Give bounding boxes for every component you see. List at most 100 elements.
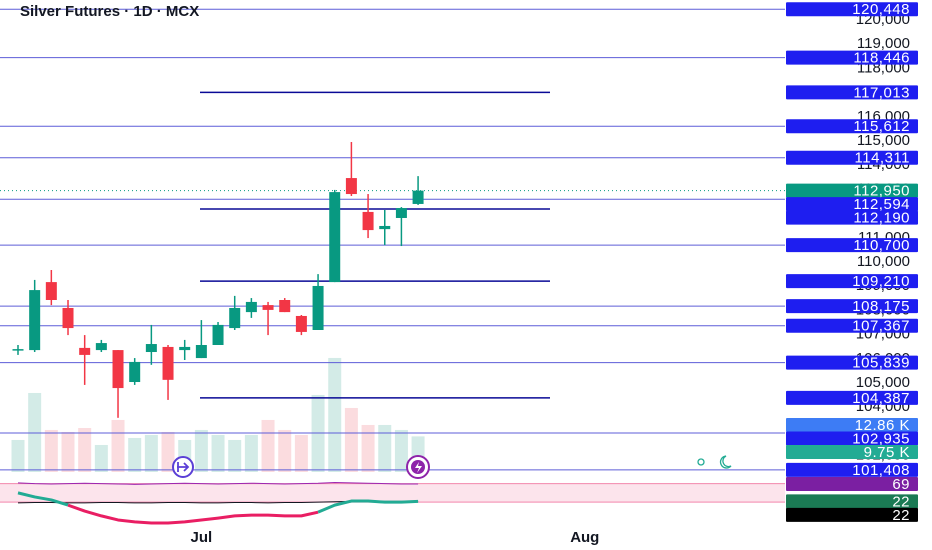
candle-body bbox=[395, 208, 407, 218]
price-tag bbox=[786, 238, 918, 253]
price-tag-label: 107,367 bbox=[852, 318, 910, 335]
candle-body bbox=[145, 344, 157, 353]
price-tag bbox=[786, 318, 918, 333]
volume-bar bbox=[161, 431, 175, 472]
volume-bar bbox=[328, 357, 342, 472]
y-tick-label: 119,000 bbox=[857, 35, 910, 52]
price-tag-label: 117,013 bbox=[853, 84, 910, 101]
candle-body bbox=[95, 343, 107, 351]
price-tag-label: 114,311 bbox=[855, 150, 911, 167]
candle-body bbox=[312, 285, 324, 330]
y-tick-label: 115,000 bbox=[857, 132, 910, 149]
price-tag bbox=[786, 355, 918, 370]
volume-bar bbox=[278, 429, 292, 472]
price-tag bbox=[786, 418, 918, 433]
candle-body bbox=[212, 324, 224, 345]
candle-body bbox=[245, 301, 257, 313]
replay-arrow bbox=[177, 462, 190, 472]
price-tag-label: 108,175 bbox=[852, 298, 910, 315]
price-tag bbox=[786, 150, 918, 165]
price-tag-label: 22 bbox=[892, 507, 910, 524]
price-tag-label: 101,408 bbox=[852, 462, 910, 479]
price-tag bbox=[786, 494, 918, 509]
price-tag-label: 12.86 K bbox=[855, 417, 910, 434]
candle-body bbox=[129, 361, 141, 383]
x-tick-label: Aug bbox=[570, 529, 599, 546]
candle-body bbox=[279, 300, 291, 313]
price-tag bbox=[786, 476, 918, 491]
volume-bar bbox=[294, 434, 308, 472]
candle-body bbox=[62, 307, 74, 329]
volume-bar bbox=[378, 424, 392, 472]
price-tag bbox=[786, 2, 918, 17]
indicator-main-line bbox=[17, 491, 69, 507]
x-tick-label: Jul bbox=[191, 529, 213, 546]
volume-bar bbox=[394, 429, 408, 472]
volume-bar bbox=[94, 444, 108, 472]
volume-bar bbox=[244, 434, 258, 472]
volume-bar bbox=[44, 429, 58, 472]
candle-body bbox=[79, 347, 91, 355]
candle-body bbox=[45, 282, 57, 300]
price-tag-label: 22 bbox=[892, 493, 910, 510]
indicator-line bbox=[17, 481, 419, 485]
price-tag-label: 112,950 bbox=[853, 183, 910, 200]
y-tick-label: 110,000 bbox=[857, 253, 910, 270]
volume-bar bbox=[311, 394, 325, 472]
price-tag-label: 104,387 bbox=[852, 390, 910, 407]
price-tag bbox=[786, 507, 918, 522]
volume-bar bbox=[361, 424, 375, 472]
price-tag bbox=[786, 119, 918, 134]
price-tag bbox=[786, 50, 918, 65]
price-tag-label: 115,612 bbox=[853, 118, 910, 135]
price-tag-label: 9.75 K bbox=[864, 444, 910, 461]
price-tag bbox=[786, 462, 918, 477]
price-tag bbox=[786, 431, 918, 446]
price-tag-label: 112,190 bbox=[853, 210, 910, 227]
volume-bar bbox=[111, 419, 125, 472]
candle-body bbox=[162, 346, 174, 380]
price-tag-label: 120,448 bbox=[852, 1, 910, 18]
candle-body bbox=[12, 349, 24, 351]
price-tag bbox=[786, 445, 918, 460]
volume-bar bbox=[11, 439, 25, 472]
price-tag-label: 110,700 bbox=[853, 237, 910, 254]
session-sun[interactable] bbox=[697, 458, 705, 466]
volume-bar bbox=[128, 437, 142, 472]
candle-body bbox=[29, 290, 41, 351]
candle-body bbox=[195, 345, 207, 359]
chart-icons bbox=[172, 455, 732, 479]
front-layer: Jul Aug 120,448 118,446 117,013 115,612 114,31… bbox=[191, 1, 918, 546]
price-tag-label: 102,935 bbox=[852, 431, 910, 448]
candle-body bbox=[229, 307, 241, 329]
candle-body bbox=[329, 192, 341, 283]
price-tag bbox=[786, 197, 918, 212]
candle-body bbox=[362, 211, 374, 231]
mid-layer bbox=[0, 8, 785, 525]
volume-bar bbox=[228, 439, 242, 472]
candle-body bbox=[379, 225, 391, 230]
price-tag-label: 112,594 bbox=[853, 196, 910, 213]
session-moon[interactable] bbox=[719, 455, 732, 469]
volume-bar bbox=[61, 431, 75, 472]
volume-bar bbox=[78, 427, 92, 472]
price-tag bbox=[786, 183, 918, 198]
indicator-main-line bbox=[67, 503, 319, 525]
price-tag-label: 69 bbox=[892, 476, 910, 493]
volume-bar bbox=[211, 434, 225, 472]
volume-bar bbox=[144, 434, 158, 472]
price-tag-label: 118,446 bbox=[853, 50, 910, 67]
y-tick-label: 105,000 bbox=[856, 374, 910, 391]
lightning bbox=[415, 462, 422, 473]
candle-body bbox=[412, 190, 424, 204]
price-tag bbox=[786, 390, 918, 405]
candle-body bbox=[295, 315, 307, 332]
candle-body bbox=[112, 350, 124, 389]
price-tag bbox=[786, 85, 918, 100]
price-tag bbox=[786, 210, 918, 225]
price-tag bbox=[786, 299, 918, 314]
price-tag-label: 105,839 bbox=[852, 355, 910, 372]
chart-title: Silver Futures · 1D · MCX bbox=[20, 3, 199, 20]
candle-body bbox=[262, 305, 274, 310]
